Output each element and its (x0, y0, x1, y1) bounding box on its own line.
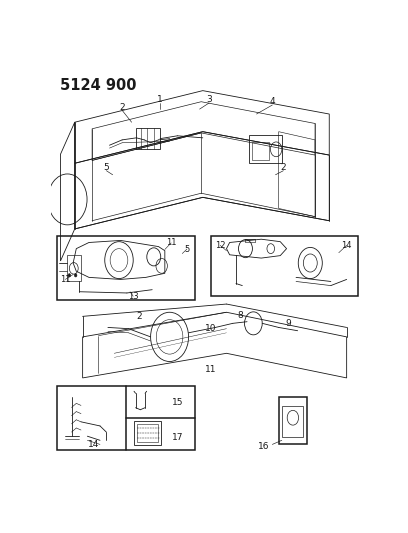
Text: 14: 14 (341, 241, 352, 250)
Text: 5: 5 (184, 245, 190, 254)
Text: 11: 11 (205, 365, 216, 374)
Bar (211, 236, 358, 296)
Text: 1: 1 (157, 95, 163, 104)
Text: 2: 2 (137, 312, 142, 321)
Bar (248, 135, 282, 163)
Bar (67, 255, 81, 281)
Text: 17: 17 (172, 433, 183, 442)
Text: 12: 12 (215, 241, 225, 250)
Circle shape (74, 273, 77, 277)
Bar (57, 236, 195, 300)
Bar (57, 386, 195, 450)
Text: 2: 2 (119, 102, 125, 111)
Text: 9: 9 (285, 319, 291, 328)
Text: 13: 13 (128, 292, 139, 301)
Text: 2: 2 (281, 163, 286, 172)
Text: 14: 14 (88, 440, 100, 449)
Text: 5: 5 (104, 163, 109, 172)
Text: 15: 15 (172, 398, 183, 407)
Text: 5124 900: 5124 900 (60, 78, 137, 93)
Text: 16: 16 (258, 442, 269, 451)
Bar (137, 424, 158, 441)
Text: 10: 10 (205, 324, 216, 333)
Text: 3: 3 (206, 95, 212, 104)
Bar (252, 142, 269, 160)
Text: 11: 11 (60, 275, 71, 284)
Bar (279, 397, 307, 445)
Text: 11: 11 (166, 238, 176, 247)
Bar (136, 127, 160, 149)
Text: 8: 8 (238, 311, 244, 320)
Bar (134, 421, 161, 445)
Bar (282, 406, 303, 437)
Circle shape (68, 273, 71, 277)
Text: 4: 4 (270, 97, 275, 106)
